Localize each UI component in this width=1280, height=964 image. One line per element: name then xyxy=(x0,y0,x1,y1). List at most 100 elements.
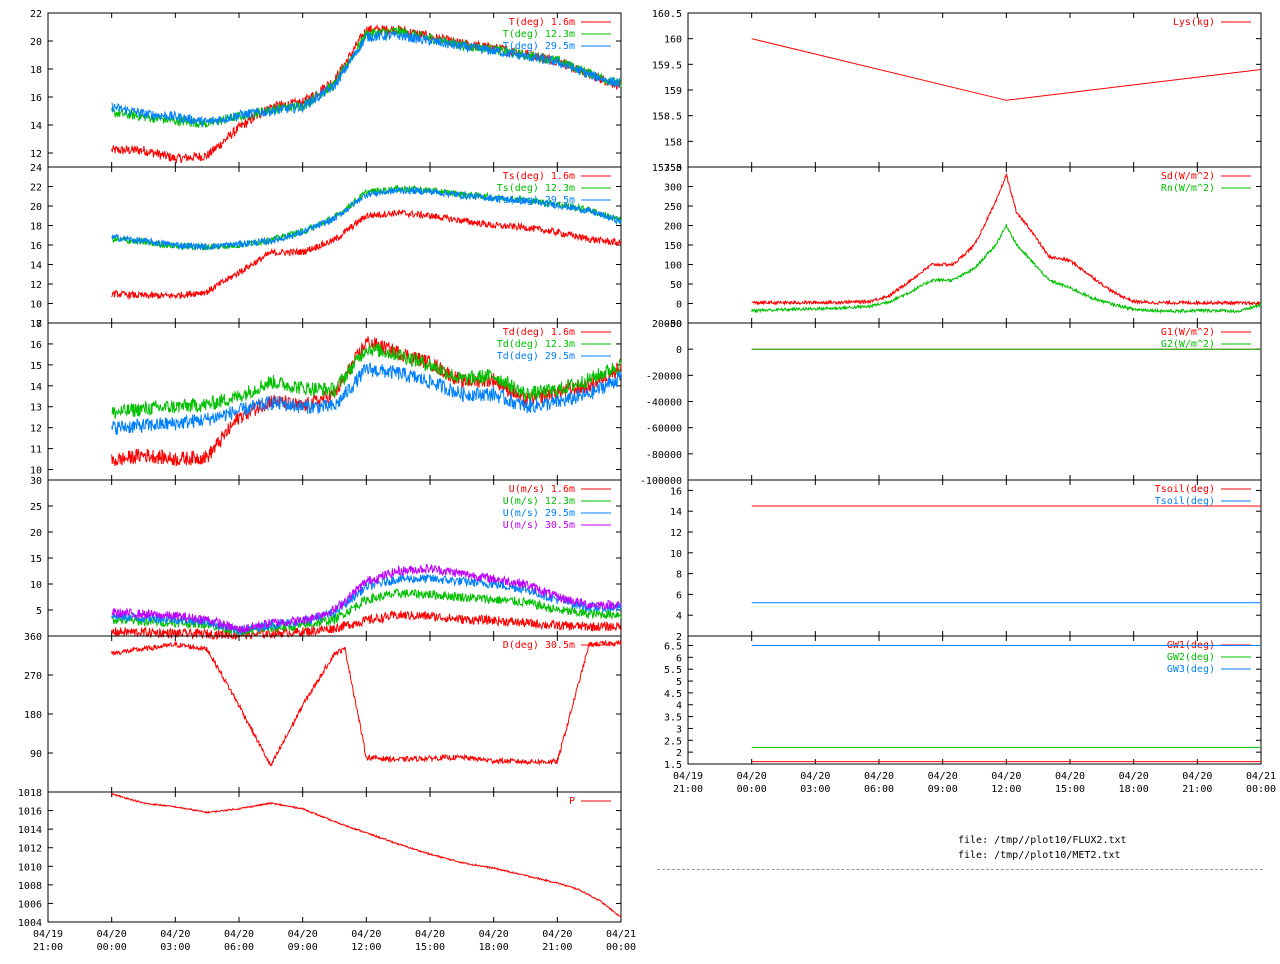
y-tick-label: 4.5 xyxy=(664,689,682,700)
x-tick-label-date: 04/20 xyxy=(991,771,1021,782)
y-tick-label: 90 xyxy=(30,749,42,760)
y-tick-label: 4 xyxy=(676,611,682,622)
y-tick-label: 6 xyxy=(676,590,682,601)
legend-label: D(deg) 30.5m xyxy=(503,640,575,651)
y-tick-label: 16 xyxy=(30,241,42,252)
panel-tsoil: 2 4 6 8 10 12 14 16 Tsoil(deg)Tsoil(deg) xyxy=(670,479,1262,643)
y-tick-label: 200 xyxy=(664,222,682,233)
y-tick-label: 2.5 xyxy=(664,736,682,747)
x-tick-label-date: 04/19 xyxy=(33,929,63,940)
legend-label: T(deg) 1.6m xyxy=(509,17,575,28)
legend-label: Tsoil(deg) xyxy=(1155,484,1215,495)
x-tick-label-date: 04/20 xyxy=(415,929,445,940)
y-tick-label: 24 xyxy=(30,163,42,174)
y-tick-label: -20000 xyxy=(646,371,682,382)
x-tick-label-date: 04/20 xyxy=(928,771,958,782)
plot-frame xyxy=(687,635,1262,765)
plot-frame xyxy=(687,12,1262,168)
legend-label: Sd(W/m^2) xyxy=(1161,171,1215,182)
y-tick-label: 22 xyxy=(30,183,42,194)
y-tick-label: 16 xyxy=(670,486,682,497)
file-list: file: /tmp//plot10/FLUX2.txt file: /tmp/… xyxy=(958,833,1127,863)
legend-label: G1(W/m^2) xyxy=(1161,327,1215,338)
y-tick-label: 1006 xyxy=(18,899,42,910)
x-tick-label-time: 00:00 xyxy=(97,942,127,953)
y-tick-label: 6.5 xyxy=(664,641,682,652)
x-tick-label-time: 03:00 xyxy=(160,942,190,953)
y-tick-label: 350 xyxy=(664,163,682,174)
y-tick-label: 158.5 xyxy=(652,112,682,123)
y-tick-label: 1010 xyxy=(18,862,42,873)
x-tick-label-date: 04/20 xyxy=(1182,771,1212,782)
x-tick-label-date: 04/21 xyxy=(606,929,636,940)
legend-label: Ts(deg) 1.6m xyxy=(503,171,575,182)
y-tick-label: -50 xyxy=(664,319,682,330)
panel-t: 12 14 16 18 20 22 T(deg) 1.6mT(deg) 12.3mT(deg… xyxy=(30,9,622,168)
y-tick-label: -60000 xyxy=(646,424,682,435)
series-line xyxy=(111,185,622,251)
y-tick-label: 150 xyxy=(664,241,682,252)
x-tick-label-date: 04/20 xyxy=(542,929,572,940)
x-tick-label-date: 04/20 xyxy=(479,929,509,940)
y-tick-label: 360 xyxy=(24,632,42,643)
x-tick-label-time: 00:00 xyxy=(606,942,636,953)
y-tick-label: 5 xyxy=(36,606,42,617)
y-tick-label: -80000 xyxy=(646,450,682,461)
y-tick-label: 11 xyxy=(30,445,42,456)
series-line xyxy=(111,609,622,641)
legend-label: T(deg) 12.3m xyxy=(503,29,575,40)
y-tick-label: 3.5 xyxy=(664,713,682,724)
x-tick-label-time: 09:00 xyxy=(928,784,958,795)
y-tick-label: 1016 xyxy=(18,807,42,818)
series-line xyxy=(111,639,622,767)
y-tick-label: 1.5 xyxy=(664,760,682,771)
y-tick-label: 50 xyxy=(670,280,682,291)
y-tick-label: -100000 xyxy=(640,476,682,487)
x-tick-label-time: 21:00 xyxy=(33,942,63,953)
x-tick-label-date: 04/21 xyxy=(1246,771,1276,782)
y-tick-label: 12 xyxy=(30,149,42,160)
y-tick-label: 10 xyxy=(30,300,42,311)
y-tick-label: 25 xyxy=(30,502,42,513)
y-tick-label: 20000 xyxy=(652,319,682,330)
y-tick-label: 4 xyxy=(676,701,682,712)
y-tick-label: 20 xyxy=(30,202,42,213)
x-tick-label-date: 04/20 xyxy=(97,929,127,940)
legend-label: U(m/s) 29.5m xyxy=(503,508,575,519)
legend-label: Td(deg) 29.5m xyxy=(497,351,575,362)
y-tick-label: 160 xyxy=(664,35,682,46)
x-tick-label-time: 15:00 xyxy=(1055,784,1085,795)
y-tick-label: 18 xyxy=(30,222,42,233)
y-tick-label: 1004 xyxy=(18,918,42,929)
x-tick-label-time: 00:00 xyxy=(1246,784,1276,795)
y-tick-label: 10 xyxy=(30,466,42,477)
y-tick-label: 15 xyxy=(30,554,42,565)
series-line xyxy=(751,223,1262,315)
y-tick-label: 10 xyxy=(670,549,682,560)
y-tick-label: 14 xyxy=(670,507,682,518)
y-tick-label: 3 xyxy=(676,724,682,735)
y-tick-label: 300 xyxy=(664,183,682,194)
plot-frame xyxy=(47,791,622,923)
y-tick-label: 18 xyxy=(30,65,42,76)
legend-label: U(m/s) 12.3m xyxy=(503,496,575,507)
y-tick-label: 10 xyxy=(30,580,42,591)
y-tick-label: 158 xyxy=(664,137,682,148)
series-line xyxy=(111,564,622,634)
panel-lys: 157.5 158 158.5 159 159.5 160 160.5 Lys(kg) xyxy=(652,9,1262,174)
y-tick-label: 20 xyxy=(30,528,42,539)
legend-label: Tsoil(deg) xyxy=(1155,496,1215,507)
panel-gw: 1.522.533.544.555.566.5 GW1(deg)GW2(deg)G… xyxy=(664,635,1262,771)
y-tick-label: 2 xyxy=(676,748,682,759)
y-tick-label: 22 xyxy=(30,9,42,20)
y-tick-label: 250 xyxy=(664,202,682,213)
x-tick-label-time: 06:00 xyxy=(864,784,894,795)
legend-label: Lys(kg) xyxy=(1173,17,1215,28)
x-tick-label-date: 04/20 xyxy=(800,771,830,782)
y-tick-label: 13 xyxy=(30,403,42,414)
y-tick-label: 160.5 xyxy=(652,9,682,20)
series-line xyxy=(751,172,1262,306)
x-tick-label-time: 15:00 xyxy=(415,942,445,953)
